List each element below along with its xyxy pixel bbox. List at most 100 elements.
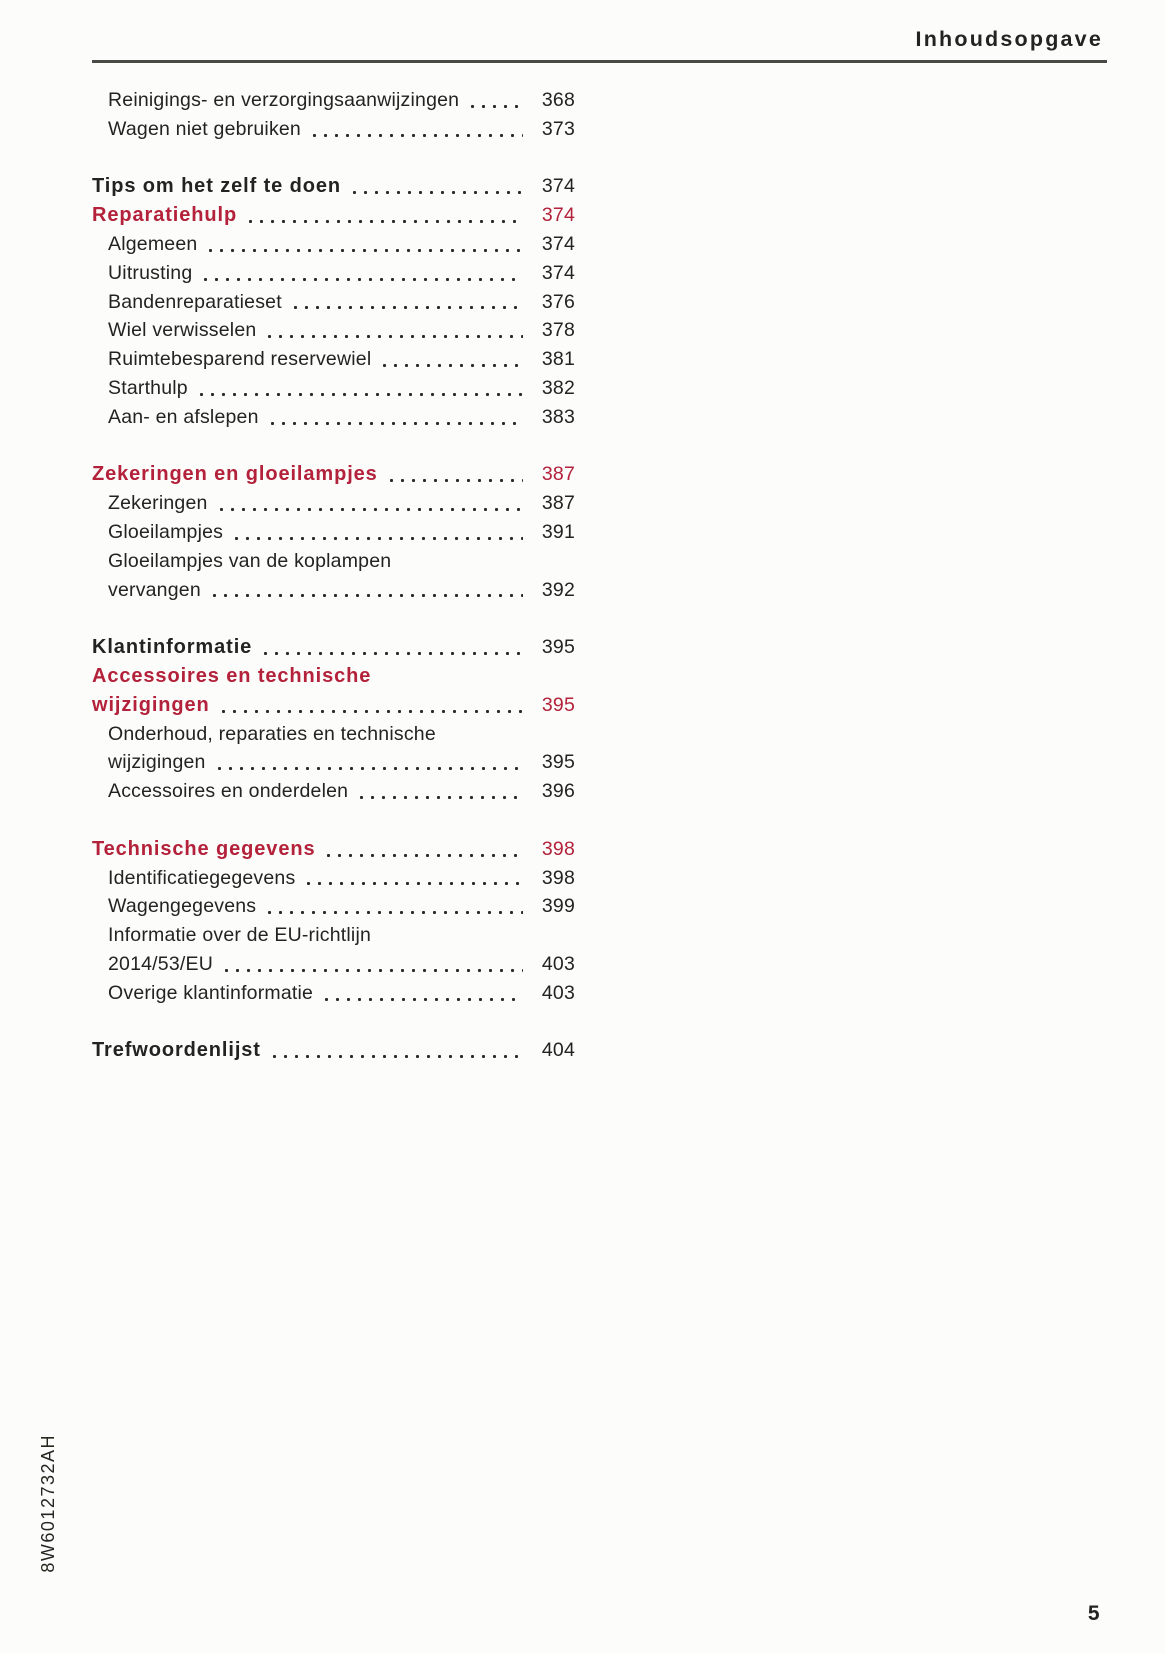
toc-entry-page: 392 xyxy=(541,578,575,601)
toc-group: Zekeringen en gloeilampjes 387 Zekeringen 3… xyxy=(92,460,575,605)
toc-entry: vervangen 392 xyxy=(92,575,575,605)
dot-leader xyxy=(303,863,523,893)
dot-leader xyxy=(467,86,523,115)
dot-leader xyxy=(379,345,523,374)
toc-entry-label: Starthulp xyxy=(108,376,188,399)
toc-entry-label: Wiel verwisselen xyxy=(108,319,257,342)
toc-entry: Technische gegevens 398 xyxy=(92,834,575,864)
dot-leader xyxy=(356,777,523,806)
toc-entry: Starthulp 382 xyxy=(92,373,575,403)
dot-leader xyxy=(245,201,523,230)
toc-entry-label: Algemeen xyxy=(108,232,198,255)
dot-leader xyxy=(385,460,523,490)
toc-entry-page: 399 xyxy=(541,895,575,918)
toc-entry-label: Wagen niet gebruiken xyxy=(108,117,301,140)
toc-entry: wijzigingen 395 xyxy=(92,748,575,778)
toc-entry-page: 376 xyxy=(541,290,575,313)
toc-entry-label: Gloeilampjes xyxy=(108,520,224,543)
toc-entry: Zekeringen 387 xyxy=(92,489,575,518)
toc-entry: Gloeilampjes 391 xyxy=(92,517,575,547)
toc-entry: Gloeilampjes van de koplampen xyxy=(92,547,575,576)
dot-leader xyxy=(349,172,523,202)
toc-entry: Overige klantinformatie 403 xyxy=(92,978,575,1008)
toc-group: Trefwoordenlijst 404 xyxy=(92,1036,575,1066)
toc-entry-label: Accessoires en technische xyxy=(92,664,372,687)
dot-leader xyxy=(208,575,523,605)
document-code: 8W6012732AH xyxy=(38,1434,58,1573)
toc-entry: Zekeringen en gloeilampjes 387 xyxy=(92,460,575,490)
dot-leader xyxy=(213,748,523,778)
dot-leader xyxy=(260,633,523,662)
toc-entry-label: Overige klantinformatie xyxy=(108,981,314,1004)
toc-entry: Tips om het zelf te doen 374 xyxy=(92,172,575,202)
toc-entry-label: Gloeilampjes van de koplampen xyxy=(108,549,392,572)
dot-leader xyxy=(266,402,523,432)
toc-entry-page: 381 xyxy=(541,348,575,371)
toc-entry-page: 387 xyxy=(541,492,575,515)
toc-entry-page: 374 xyxy=(541,232,575,255)
header-rule xyxy=(92,60,1107,63)
toc-entry: Algemeen 374 xyxy=(92,229,575,259)
toc-entry-page: 398 xyxy=(541,837,575,860)
toc-entry-page: 373 xyxy=(541,117,575,140)
toc-entry-page: 374 xyxy=(541,261,575,284)
toc-entry-label: Zekeringen xyxy=(108,492,208,515)
dot-leader xyxy=(200,258,523,288)
page-header-title: Inhoudsopgave xyxy=(915,27,1103,51)
toc-entry-label: 2014/53/EU xyxy=(108,952,213,975)
dot-leader xyxy=(289,287,523,317)
toc-entry: Informatie over de EU-richtlijn xyxy=(92,921,575,950)
toc-entry-page: 374 xyxy=(541,175,575,198)
dot-leader xyxy=(215,489,523,518)
toc-group: Klantinformatie 395 Accessoires en technis… xyxy=(92,633,575,806)
toc-group: Tips om het zelf te doen 374 Reparatiehulp… xyxy=(92,172,575,432)
toc-entry-label: Onderhoud, reparaties en technische xyxy=(108,722,436,745)
toc-entry: Reparatiehulp 374 xyxy=(92,201,575,230)
toc-entry-label: Reparatiehulp xyxy=(92,204,238,227)
toc-entry-page: 383 xyxy=(541,405,575,428)
toc-entry-page: 382 xyxy=(541,376,575,399)
toc-entry: Bandenreparatieset 376 xyxy=(92,287,575,317)
toc-entry-label: Trefwoordenlijst xyxy=(92,1039,261,1062)
toc-entry-label: vervangen xyxy=(108,578,201,601)
dot-leader xyxy=(268,1036,523,1066)
dot-leader xyxy=(264,892,523,922)
toc-entry-label: Klantinformatie xyxy=(92,636,253,659)
toc-entry: Aan- en afslepen 383 xyxy=(92,402,575,432)
toc-entry-page: 395 xyxy=(541,751,575,774)
toc-entry-page: 398 xyxy=(541,866,575,889)
toc-entry: Wagen niet gebruiken 373 xyxy=(92,114,575,144)
dot-leader xyxy=(231,517,523,547)
toc-entry-label: Tips om het zelf te doen xyxy=(92,175,342,198)
toc-entry-page: 395 xyxy=(541,636,575,659)
toc-entry: Identificatiegegevens 398 xyxy=(92,863,575,893)
toc-entry: Klantinformatie 395 xyxy=(92,633,575,662)
toc-group: Technische gegevens 398 Identificatiegegev… xyxy=(92,834,575,1008)
toc-entry-label: Identificatiegegevens xyxy=(108,866,296,889)
dot-leader xyxy=(195,373,523,403)
dot-leader xyxy=(264,316,523,346)
toc-entry: Trefwoordenlijst 404 xyxy=(92,1036,575,1066)
toc-entry-label: Reinigings- en verzorgingsaanwijzingen xyxy=(108,89,460,111)
toc-entry-page: 374 xyxy=(541,204,575,227)
toc-entry: Onderhoud, reparaties en technische xyxy=(92,720,575,749)
toc-entry-page: 387 xyxy=(541,463,575,486)
toc-entry-label: Accessoires en onderdelen xyxy=(108,780,349,803)
toc-entry-page: 403 xyxy=(541,981,575,1004)
toc-entry-page: 404 xyxy=(541,1039,575,1062)
dot-leader xyxy=(217,690,523,720)
toc-entry-label: Technische gegevens xyxy=(92,837,316,860)
toc-entry: wijzigingen 395 xyxy=(92,690,575,720)
toc-entry-label: Aan- en afslepen xyxy=(108,405,259,428)
toc-entry-page: 378 xyxy=(541,319,575,342)
toc-entry-page: 395 xyxy=(541,693,575,716)
toc-entry: Reinigings- en verzorgingsaanwijzingen 36… xyxy=(92,86,575,115)
toc-entry-page: 396 xyxy=(541,780,575,803)
toc-entry-label: Wagengegevens xyxy=(108,895,257,918)
page-number: 5 xyxy=(1087,1602,1100,1625)
toc-entry-page: 368 xyxy=(541,89,575,111)
toc-entry-label: wijzigingen xyxy=(108,751,206,774)
toc-entry-label: Ruimtebesparend reservewiel xyxy=(108,348,372,371)
toc-entry: Ruimtebesparend reservewiel 381 xyxy=(92,345,575,374)
